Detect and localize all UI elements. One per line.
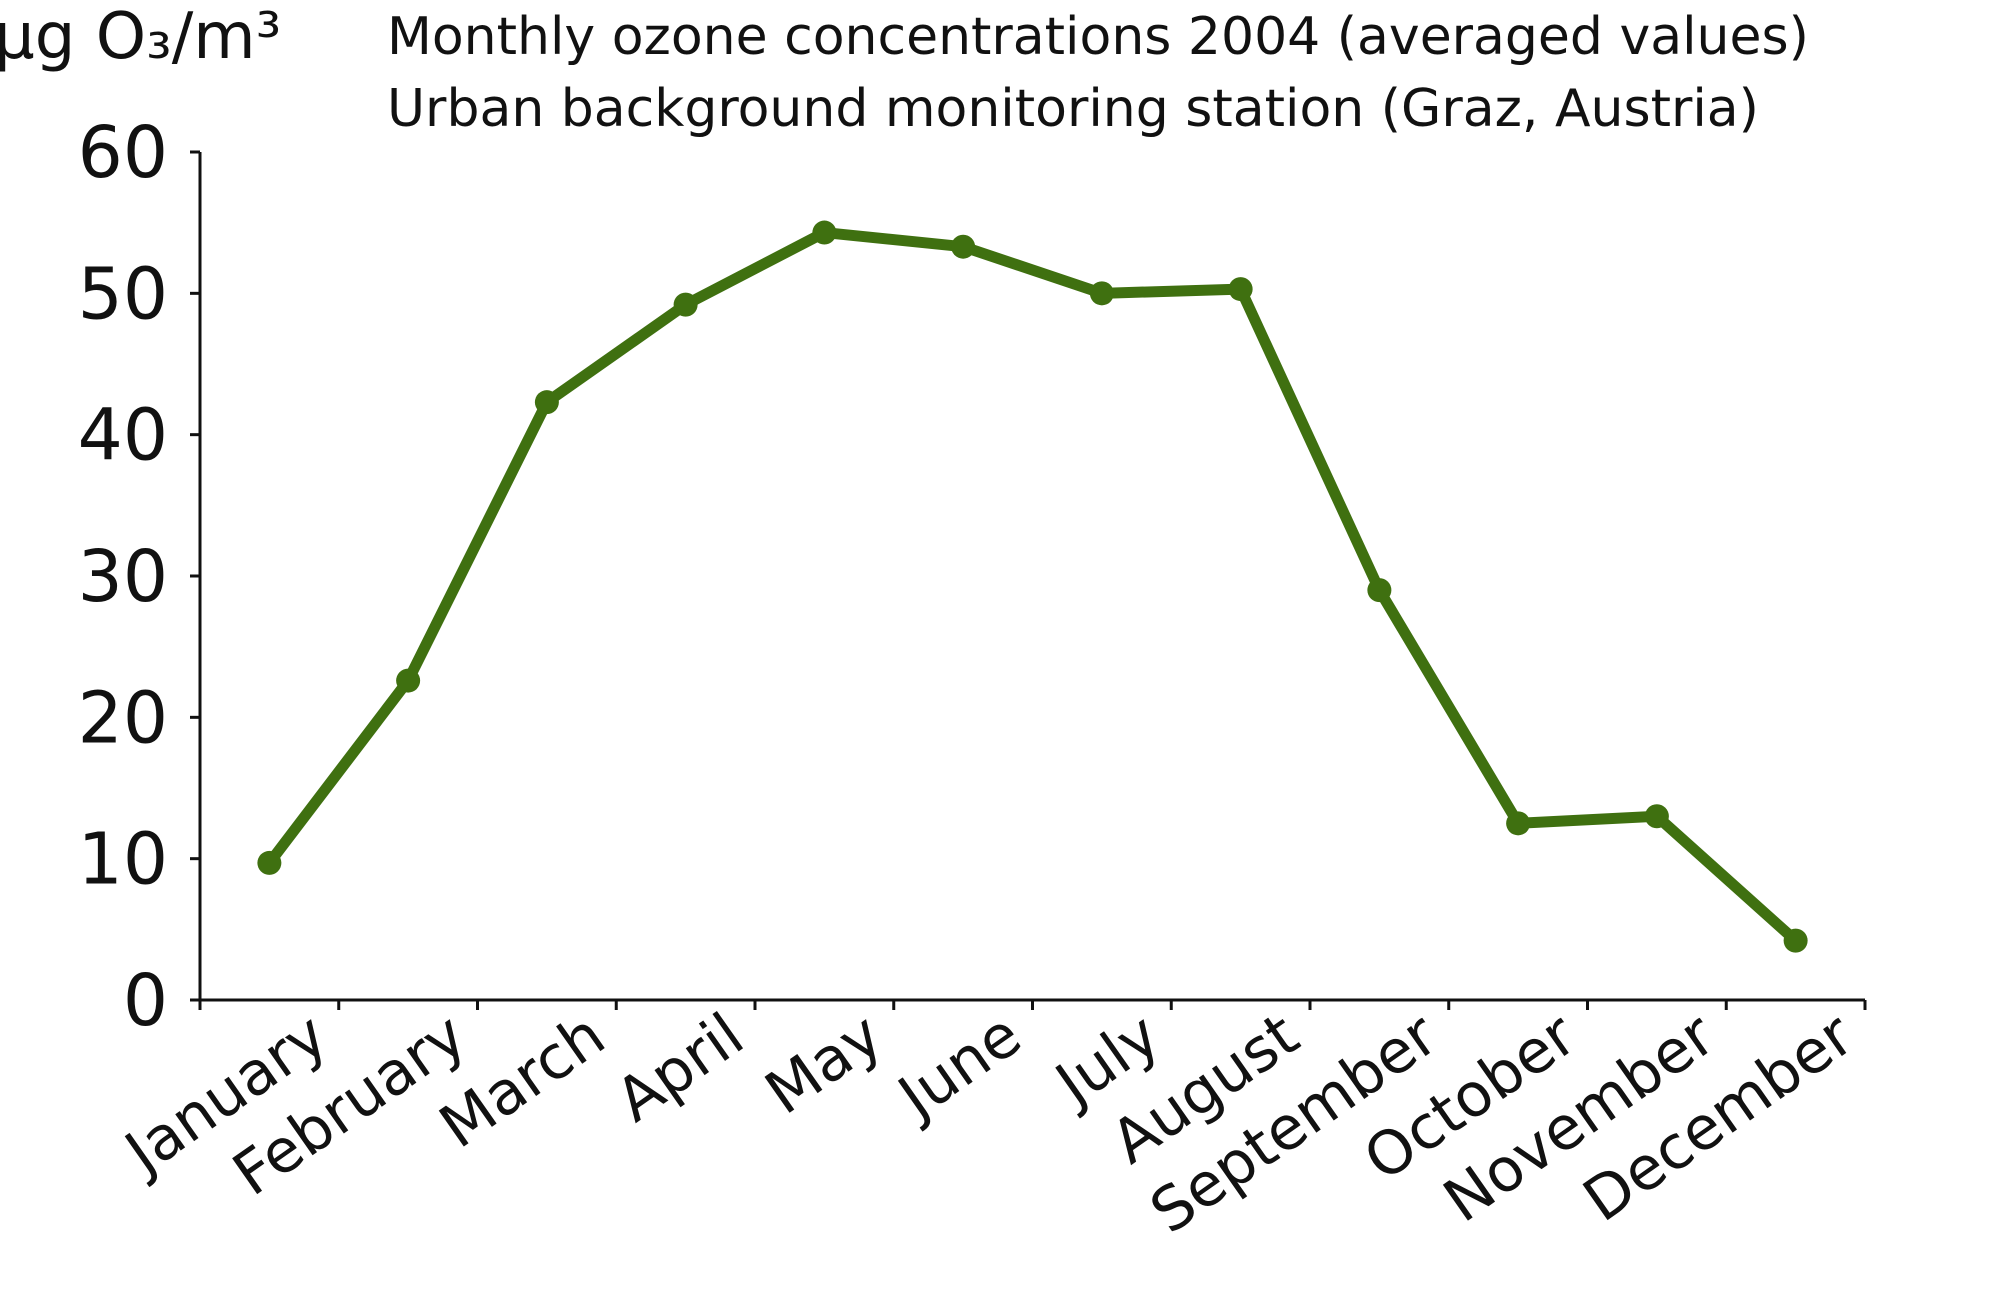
data-point [1783, 928, 1808, 953]
x-tick-label: April [604, 1000, 756, 1136]
data-point [812, 220, 837, 245]
y-tick-label: 30 [78, 535, 168, 618]
data-point [951, 234, 976, 259]
y-tick-label: 40 [78, 394, 168, 477]
data-point [1089, 281, 1114, 306]
chart-title: Monthly ozone concentrations 2004 (avera… [387, 7, 1809, 67]
x-tick-label: June [883, 1000, 1033, 1135]
y-tick-label: 0 [123, 959, 168, 1042]
y-tick-label: 10 [78, 818, 168, 901]
data-point [1228, 277, 1253, 302]
y-axis-label: µg O₃/m³ [0, 0, 281, 74]
x-tick-label: March [428, 1000, 618, 1162]
data-point [1644, 804, 1669, 829]
data-point [257, 850, 282, 875]
y-tick-label: 20 [78, 676, 168, 759]
data-point [1367, 578, 1392, 603]
y-tick-label: 50 [78, 252, 168, 335]
y-tick-label: 60 [78, 111, 168, 194]
data-point [673, 292, 698, 317]
chart-subtitle: Urban background monitoring station (Gra… [387, 79, 1759, 139]
data-point [1506, 811, 1531, 836]
x-tick-label: May [753, 1000, 895, 1128]
data-line [264, 227, 1800, 945]
data-point [396, 668, 421, 693]
data-point [534, 390, 559, 415]
